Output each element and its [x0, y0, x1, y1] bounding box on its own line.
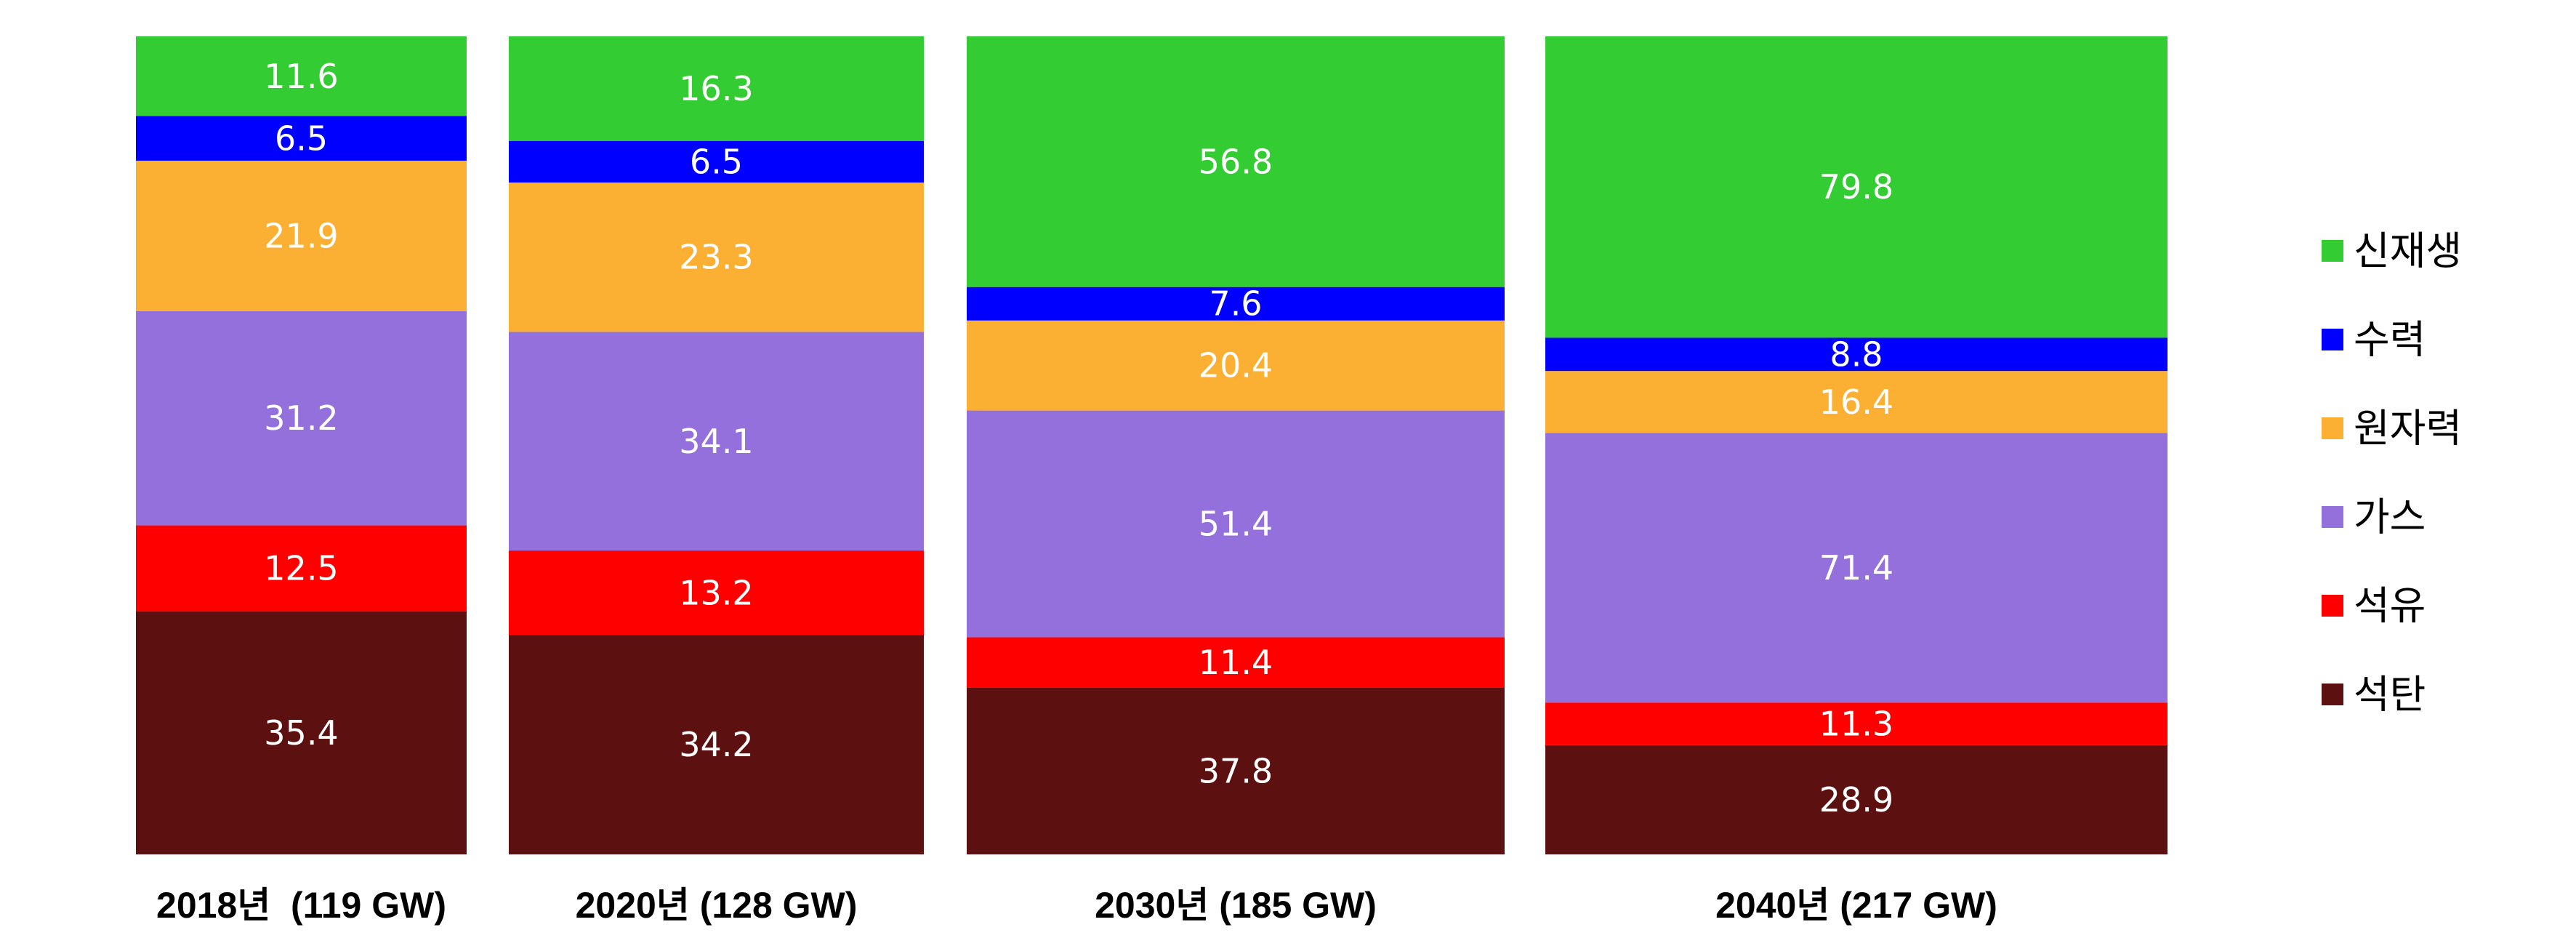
- bar-segment: [967, 410, 1505, 638]
- bar-segment: [136, 160, 467, 311]
- data-label: 34.1: [679, 422, 753, 461]
- data-label: 35.4: [264, 713, 338, 753]
- legend-swatch: [2322, 595, 2343, 617]
- bar-segment: [509, 140, 924, 183]
- bar-segment: [136, 36, 467, 116]
- data-label: 23.3: [679, 238, 753, 277]
- data-label: 6.5: [275, 119, 328, 158]
- category-label: 2030년 (185 GW): [1095, 885, 1377, 926]
- data-label: 56.8: [1199, 142, 1273, 181]
- legend-label: 수력: [2354, 317, 2426, 363]
- legend-swatch: [2322, 329, 2343, 350]
- data-label: 11.6: [264, 57, 338, 96]
- bar-segment: [967, 36, 1505, 287]
- legend-label: 원자력: [2354, 406, 2462, 452]
- data-label: 7.6: [1209, 284, 1262, 324]
- data-label: 34.2: [679, 725, 753, 764]
- category-label: 2020년 (128 GW): [576, 885, 858, 926]
- bar-segment: [1545, 745, 2168, 854]
- bar-segment: [967, 286, 1505, 321]
- data-label: 11.3: [1819, 705, 1893, 744]
- bar-segment: [509, 332, 924, 551]
- bar-segment: [967, 320, 1505, 411]
- legend-label: 가스: [2354, 494, 2426, 540]
- bars-group: 35.4 12.5 31.2 21.9 6.5 11.6 34.2 13.2 34.1 23.3 6…: [136, 36, 2168, 854]
- bar-segment: [509, 36, 924, 141]
- data-label: 11.4: [1199, 643, 1273, 682]
- legend-label: 신재생: [2354, 228, 2462, 274]
- bar-segment: [509, 635, 924, 854]
- legend-swatch: [2322, 417, 2343, 439]
- bar-segment: [136, 611, 467, 854]
- category-label: 2040년 (217 GW): [1715, 885, 1997, 926]
- bar-segment: [967, 637, 1505, 688]
- data-label: 16.4: [1819, 382, 1893, 422]
- data-label: 51.4: [1199, 505, 1273, 544]
- data-label: 37.8: [1199, 751, 1273, 790]
- bar-segment: [1545, 371, 2168, 433]
- data-label: 20.4: [1199, 346, 1273, 385]
- bar-segment: [1545, 36, 2168, 338]
- data-label: 71.4: [1819, 548, 1893, 588]
- bar-segment: [136, 310, 467, 526]
- data-label: 21.9: [264, 216, 338, 255]
- bar-segment: [136, 116, 467, 161]
- category-label: 2018년 (119 GW): [156, 885, 446, 926]
- data-label: 12.5: [264, 549, 338, 588]
- legend-label: 석유: [2354, 583, 2426, 629]
- data-label: 6.5: [690, 142, 743, 181]
- bar-segment: [509, 550, 924, 636]
- legend-swatch: [2322, 506, 2343, 528]
- legend-swatch: [2322, 684, 2343, 705]
- bar-segment: [1545, 433, 2168, 703]
- legend-swatch: [2322, 240, 2343, 262]
- bar-segment: [1545, 702, 2168, 745]
- bar-segment: [1545, 337, 2168, 372]
- bar-segment: [967, 687, 1505, 854]
- category-labels: 2018년 (119 GW) 2020년 (128 GW) 2030년 (185 G…: [156, 885, 1997, 926]
- data-label: 79.8: [1819, 167, 1893, 207]
- data-label: 31.2: [264, 398, 338, 438]
- data-label: 28.9: [1819, 780, 1893, 819]
- data-label: 8.8: [1830, 334, 1883, 374]
- data-label: 13.2: [679, 573, 753, 612]
- bar-segment: [136, 525, 467, 612]
- bar-segment: [509, 183, 924, 332]
- data-label: 16.3: [679, 69, 753, 108]
- legend-label: 석탄: [2354, 672, 2426, 718]
